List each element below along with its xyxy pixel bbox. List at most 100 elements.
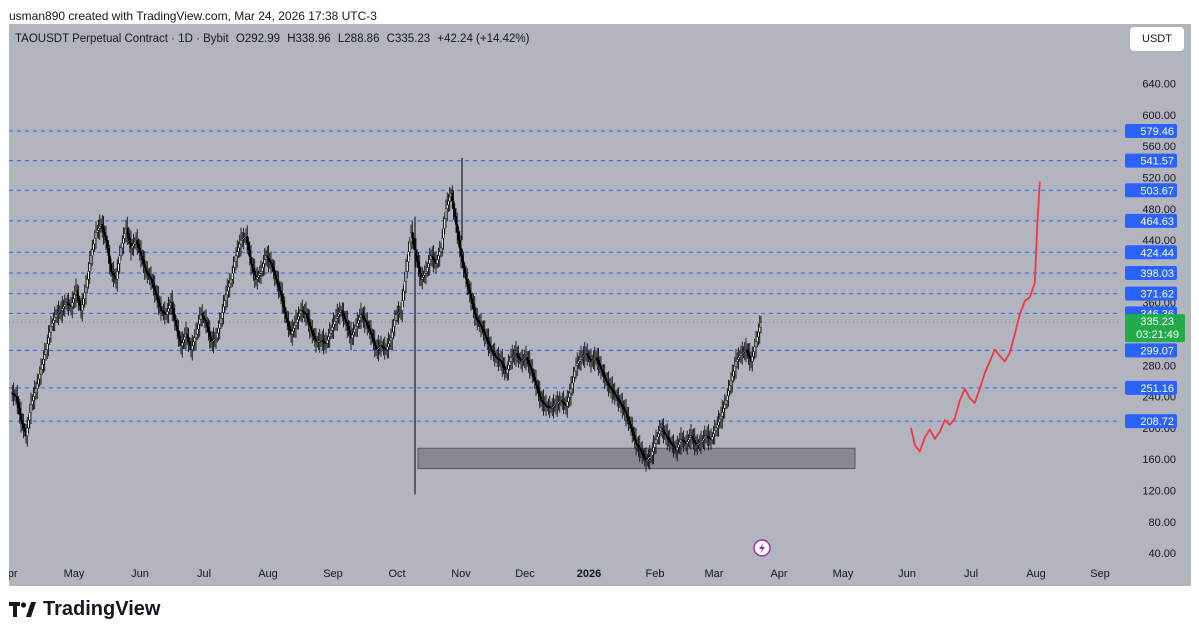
- candle-body: [483, 331, 486, 336]
- candle-body: [345, 319, 348, 323]
- candle-body: [161, 310, 164, 312]
- candle-body: [149, 277, 152, 280]
- candle-body: [251, 263, 254, 268]
- candle-body: [510, 357, 513, 362]
- candle-body: [128, 237, 131, 244]
- candle-body: [393, 320, 396, 327]
- candle-body: [662, 429, 665, 433]
- candle-body: [656, 436, 659, 440]
- candle-body: [706, 435, 709, 437]
- candle-body: [139, 251, 142, 256]
- candle-body: [461, 255, 464, 262]
- price-chart[interactable]: 640.00600.00560.00520.00480.00440.00400.…: [9, 24, 1191, 586]
- candle-body: [137, 243, 140, 249]
- tradingview-logo[interactable]: TradingView: [9, 598, 160, 621]
- candle-body: [55, 314, 58, 318]
- candle-body: [191, 345, 194, 350]
- candle-body: [388, 340, 391, 344]
- candle-body: [297, 316, 300, 320]
- candle-body: [742, 351, 745, 353]
- candle-body: [201, 314, 204, 317]
- candle-body: [456, 224, 459, 233]
- candle-body: [348, 329, 351, 335]
- candle-body: [648, 456, 651, 459]
- candle-body: [272, 267, 275, 272]
- candle-body: [50, 325, 53, 333]
- currency-button[interactable]: USDT: [1130, 27, 1184, 51]
- candle-body: [187, 337, 190, 343]
- candle-body: [106, 239, 109, 249]
- candle-body: [330, 329, 333, 334]
- candle-body: [490, 346, 493, 350]
- time-tick-label: 2026: [577, 568, 601, 580]
- level-label: 464.63: [1125, 213, 1177, 228]
- candle-body: [606, 380, 609, 384]
- candle-body: [48, 331, 51, 339]
- level-label: 541.57: [1125, 153, 1177, 168]
- candle-body: [31, 400, 34, 405]
- candle-body: [673, 446, 676, 449]
- price-tick-label: 600.00: [1142, 110, 1176, 122]
- candle-body: [58, 311, 61, 313]
- candle-body: [617, 398, 620, 401]
- candle-body: [117, 263, 120, 272]
- symbol-name[interactable]: TAOUSDT Perpetual Contract · 1D · Bybit: [15, 33, 229, 45]
- candle-body: [760, 322, 763, 328]
- candle-body: [219, 318, 222, 324]
- candle-body: [641, 451, 644, 454]
- candle-body: [377, 347, 380, 349]
- candle-body: [726, 395, 729, 401]
- candle-body: [352, 331, 355, 336]
- price-tick-label: 280.00: [1142, 360, 1176, 372]
- candle-body: [433, 259, 436, 262]
- candle-body: [256, 277, 259, 280]
- candle-body: [545, 404, 548, 407]
- candle-body: [755, 341, 758, 347]
- level-label: 424.44: [1125, 245, 1177, 260]
- candle-body: [582, 355, 585, 357]
- candle-body: [83, 292, 86, 299]
- candle-body: [728, 385, 731, 391]
- candle-body: [234, 255, 237, 262]
- candle-body: [53, 317, 56, 321]
- candle-body: [615, 394, 618, 397]
- candle-body: [142, 259, 145, 264]
- candle-body: [581, 356, 584, 358]
- candle-body: [472, 303, 475, 309]
- candle-body: [416, 255, 419, 262]
- candle-body: [97, 228, 100, 231]
- candle-body: [557, 402, 560, 404]
- candle-body: [129, 242, 132, 249]
- candle-body: [605, 377, 608, 382]
- candle-body: [208, 331, 211, 338]
- candle-body: [168, 305, 171, 309]
- candle-body: [87, 271, 90, 280]
- candle-body: [642, 453, 645, 457]
- candle-body: [571, 382, 574, 389]
- time-tick-label: May: [833, 568, 854, 580]
- candle-body: [247, 242, 250, 251]
- candle-body: [522, 359, 525, 361]
- candle-body: [166, 311, 169, 315]
- candle-body: [528, 363, 531, 367]
- candle-body: [751, 356, 754, 362]
- candle-body: [194, 333, 197, 339]
- candle-body: [677, 444, 680, 448]
- candle-body: [101, 224, 104, 229]
- candle-body: [174, 320, 177, 327]
- candle-body: [321, 340, 324, 342]
- candle-body: [163, 312, 166, 314]
- candle-body: [368, 327, 371, 332]
- candle-body: [643, 455, 646, 459]
- candle-body: [622, 406, 625, 410]
- time-tick-label: Jul: [197, 568, 211, 580]
- chart-frame[interactable]: 640.00600.00560.00520.00480.00440.00400.…: [9, 24, 1191, 586]
- candle-body: [697, 443, 700, 445]
- time-tick-label: Sep: [323, 568, 343, 580]
- candle-body: [727, 390, 730, 396]
- candle-body: [214, 337, 217, 340]
- candle-body: [758, 326, 761, 333]
- candle-body: [448, 196, 451, 202]
- candle-body: [635, 439, 638, 444]
- candle-body: [736, 359, 739, 362]
